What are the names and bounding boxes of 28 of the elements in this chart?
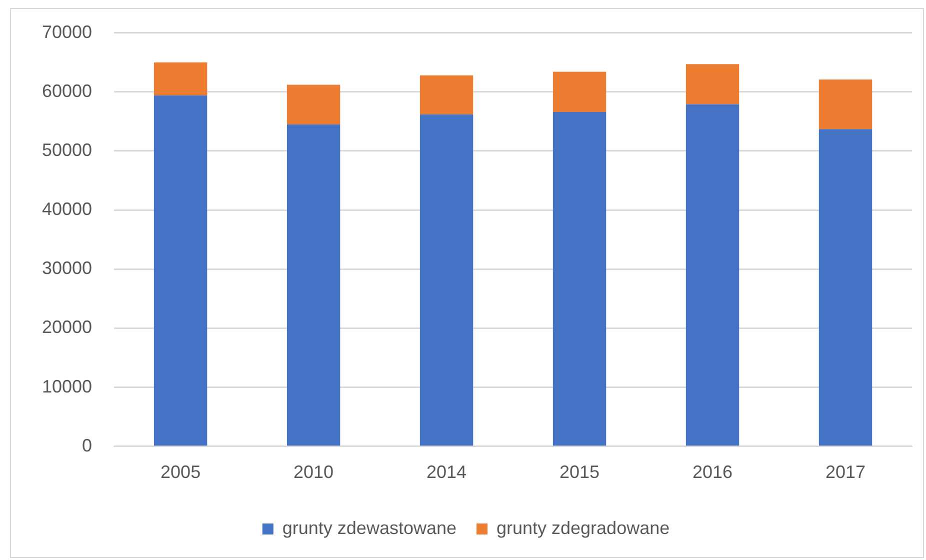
x-tick-label: 2005 xyxy=(160,462,201,482)
y-tick-label: 20000 xyxy=(42,317,92,338)
y-tick-label: 70000 xyxy=(42,22,92,42)
bar xyxy=(286,124,340,446)
y-tick-label: 50000 xyxy=(42,140,92,160)
bar xyxy=(154,95,208,446)
legend-label: grunty zdegradowane xyxy=(496,518,670,538)
x-tick-label: 2016 xyxy=(692,462,733,482)
bar xyxy=(286,84,340,124)
bar xyxy=(552,72,606,112)
x-tick-label: 2015 xyxy=(560,462,600,482)
x-tick-label: 2010 xyxy=(294,462,334,482)
bar xyxy=(154,62,208,96)
y-tick-label: 30000 xyxy=(42,258,92,278)
legend-label: grunty zdewastowane xyxy=(282,518,456,538)
y-tick-label: 10000 xyxy=(42,376,92,396)
y-tick-label: 0 xyxy=(82,435,92,456)
bar xyxy=(420,75,474,114)
x-tick-label: 2017 xyxy=(825,462,866,482)
bar xyxy=(686,64,740,104)
bar xyxy=(420,114,474,446)
bar xyxy=(552,112,606,446)
y-tick-label: 60000 xyxy=(42,80,92,101)
bar xyxy=(686,104,740,446)
bar xyxy=(818,79,872,130)
bar xyxy=(818,129,872,446)
y-tick-label: 40000 xyxy=(42,199,92,220)
x-tick-label: 2014 xyxy=(426,462,467,482)
